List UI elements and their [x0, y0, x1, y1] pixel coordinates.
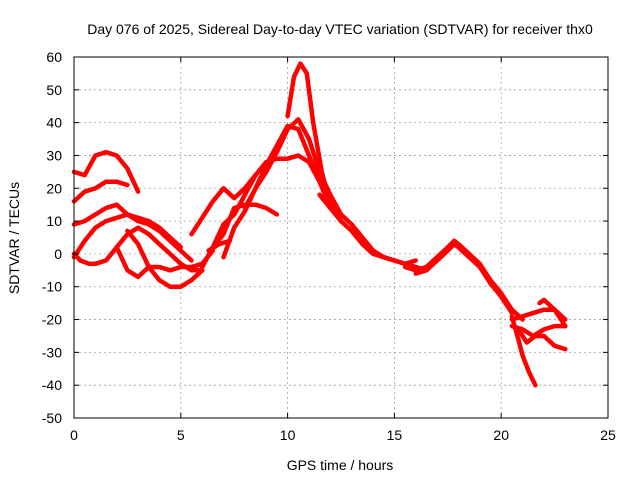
chart-title: Day 076 of 2025, Sidereal Day-to-day VTE…: [87, 21, 593, 37]
series-line-track-7: [125, 228, 205, 289]
y-tick-label: -50: [42, 410, 62, 426]
series-line-track-20: [509, 323, 568, 339]
y-tick-label: 40: [46, 115, 62, 131]
x-tick-label: 15: [387, 427, 403, 443]
series-line-track-12: [206, 238, 233, 253]
y-tick-label: 50: [46, 82, 62, 98]
x-tick-label: 10: [280, 427, 296, 443]
x-tick-label: 5: [177, 427, 185, 443]
series-line-track-10: [221, 123, 333, 260]
series-line-track-18: [413, 241, 515, 316]
series-line-track-2: [71, 179, 130, 204]
series-line-track-6: [114, 245, 216, 280]
x-tick-label: 25: [600, 427, 616, 443]
series-line-track-23: [537, 297, 568, 322]
y-tick-label: 20: [46, 180, 62, 196]
y-tick-label: -40: [42, 377, 62, 393]
series-layer: [71, 61, 568, 388]
series-line-track-4: [71, 212, 184, 260]
x-axis-title: GPS time / hours: [287, 457, 394, 473]
axis-ticks: 0 5 10 15 20 25 -50 -40 -30 -20 -10 0 10 20 30 40 50 60: [42, 49, 616, 443]
plot-frame: [73, 56, 609, 419]
y-tick-label: -30: [42, 344, 62, 360]
series-line-track-8: [189, 172, 258, 237]
y-axis-title: SDTVAR / TECUs: [6, 182, 22, 294]
series-line-track-22: [509, 314, 538, 388]
grid-lines: [74, 57, 608, 418]
y-tick-label: 0: [54, 246, 62, 262]
x-tick-label: 20: [493, 427, 509, 443]
series-line-track-5: [71, 225, 205, 273]
x-tick-label: 0: [70, 427, 78, 443]
series-line-track-21: [516, 327, 568, 352]
y-tick-label: -10: [42, 279, 62, 295]
y-tick-label: 10: [46, 213, 62, 229]
series-line-track-1: [71, 149, 141, 194]
series-line-track-16: [317, 192, 419, 267]
series-line-track-9: [199, 153, 322, 270]
y-tick-label: -20: [42, 312, 62, 328]
y-tick-label: 60: [46, 49, 62, 65]
y-tick-label: 30: [46, 147, 62, 163]
